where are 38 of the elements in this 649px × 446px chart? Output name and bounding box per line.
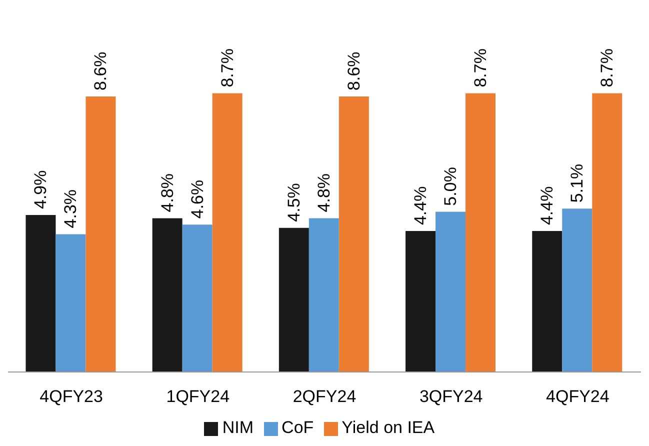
bar [466,93,496,372]
bar [152,218,182,372]
x-tick-label: 4QFY24 [546,387,610,406]
bar [56,234,86,372]
data-label: 4.9% [31,170,50,210]
bar [562,208,592,372]
bar [308,218,339,372]
data-label: 4.6% [188,180,207,219]
data-label: 4.5% [284,183,304,222]
bar [182,224,212,372]
bar [436,212,466,372]
data-label: 4.3% [61,189,80,228]
legend-label: Yield on IEA [342,418,435,437]
data-label: 4.8% [158,173,177,212]
bar [592,93,622,372]
bar [406,231,436,372]
x-tick-label: 1QFY24 [166,387,230,406]
data-label: 4.8% [314,173,334,212]
data-label: 8.6% [91,52,110,90]
bar [278,228,309,372]
data-label: 8.6% [344,52,364,90]
x-tick-label: 2QFY24 [292,387,356,406]
x-tick-label: 4QFY23 [40,387,103,406]
bar [212,93,242,372]
bar [86,96,116,372]
data-label: 5.1% [568,164,587,203]
bar [26,215,56,372]
x-tick-label: 3QFY24 [419,387,483,406]
data-label: 8.7% [471,48,490,88]
legend-label: CoF [282,418,314,437]
bar [338,96,369,372]
data-label: 8.7% [218,48,237,88]
data-label: 8.7% [598,48,617,88]
bar [532,231,562,372]
data-label: 4.4% [538,186,557,226]
legend-label: NIM [222,418,254,437]
data-label: 4.4% [411,186,430,226]
data-label: 5.0% [441,167,460,206]
